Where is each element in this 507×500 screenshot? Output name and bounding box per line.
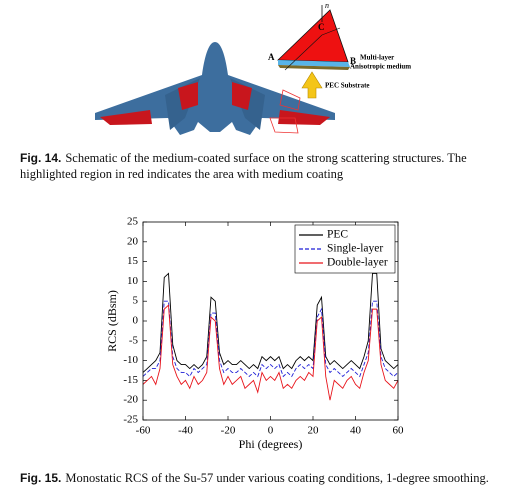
y-tick-label: -25 (123, 414, 138, 426)
diagram-label: B (350, 56, 356, 66)
caption-text: Monostatic RCS of the Su-57 under variou… (65, 471, 489, 485)
series-line (142, 300, 399, 378)
caption: Fig. 14. Schematic of the medium-coated s… (20, 150, 496, 182)
legend-label: PEC (327, 229, 348, 241)
x-tick-label: -60 (136, 425, 151, 437)
caption-label: Fig. 14. (20, 151, 62, 165)
x-tick-label: -20 (221, 425, 236, 437)
y-tick-label: 25 (127, 216, 139, 228)
y-tick-label: -5 (129, 334, 139, 346)
x-tick-label: 20 (308, 425, 320, 437)
legend-label: Double-layer (327, 257, 388, 269)
caption: Fig. 15. Monostatic RCS of the Su-57 unde… (20, 470, 496, 486)
x-axis-label: Phi (degrees) (239, 437, 303, 451)
diagram-label: Anisotropic medium (350, 63, 411, 71)
legend-label: Single-layer (327, 243, 383, 255)
y-tick-label: 20 (127, 235, 139, 247)
diagram-label: A (268, 52, 275, 62)
aircraft (95, 42, 335, 135)
y-tick-label: -20 (123, 394, 138, 406)
x-tick-label: 0 (268, 425, 274, 437)
diagram-label: C (318, 22, 325, 32)
x-tick-label: -40 (178, 425, 193, 437)
diagram-label: Multi-layer (360, 54, 394, 62)
layer-diagram: n A B C Multi-layer Anisotropic medium P… (268, 1, 411, 99)
diagram-label: PEC Substrate (325, 82, 370, 90)
y-axis-label: RCS (dBsm) (105, 290, 119, 352)
schematic: n A B C Multi-layer Anisotropic medium P… (95, 1, 411, 135)
x-tick-label: 40 (350, 425, 362, 437)
x-tick-label: 60 (393, 425, 405, 437)
y-tick-label: -10 (123, 354, 138, 366)
y-tick-label: 10 (127, 275, 139, 287)
series-line (142, 304, 399, 401)
chart: -25 -20 -15 -10 -5 0 5 10 15 20 25 -60 -40 -20 0 20 40 60… (105, 216, 405, 451)
diagram-label: n (325, 1, 329, 10)
y-tick-label: -15 (123, 374, 138, 386)
plot-frame (142, 221, 399, 421)
caption-text: Schematic of the medium-coated surface o… (20, 151, 467, 181)
caption-label: Fig. 15. (20, 471, 62, 485)
y-tick-label: 0 (133, 315, 139, 327)
series-line (142, 272, 399, 373)
y-tick-label: 5 (133, 295, 139, 307)
y-tick-label: 15 (127, 255, 139, 267)
